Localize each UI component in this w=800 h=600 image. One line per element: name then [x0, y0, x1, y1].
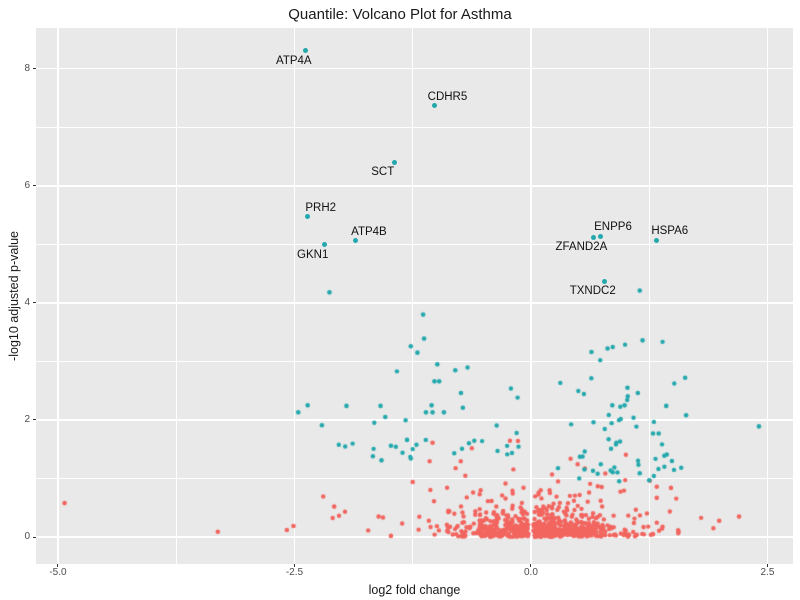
x-tick-label: -2.5	[285, 567, 304, 578]
y-tick-mark	[33, 302, 36, 304]
y-tick-mark	[33, 536, 36, 538]
gene-label-prh2: PRH2	[305, 201, 337, 214]
y-tick-mark	[33, 419, 36, 421]
gene-label-atp4a: ATP4A	[276, 54, 312, 67]
gene-point-dot	[392, 159, 398, 165]
x-axis-title: log2 fold change	[368, 583, 461, 597]
y-tick-mark	[33, 68, 36, 70]
scatter-points-canvas	[36, 28, 793, 564]
y-tick-label: 4	[24, 296, 30, 308]
plot-panel: ATP4A CDHR5 SCT PRH2 ATP4B GKN1 ENPP6 ZFAND2A HS…	[36, 28, 793, 564]
x-tick-label: -5.0	[49, 567, 67, 578]
chart-title: Quantile: Volcano Plot for Asthma	[288, 5, 512, 23]
gene-label-hspa6: HSPA6	[651, 225, 689, 238]
gene-point-dot	[322, 242, 328, 248]
y-tick-label: 8	[24, 62, 30, 74]
x-tick-mark	[530, 564, 532, 567]
x-tick-label: 0.0	[524, 567, 538, 578]
y-tick-label: 6	[24, 179, 30, 191]
gene-point-dot	[353, 238, 359, 244]
gene-point-dot	[431, 103, 437, 109]
y-axis-title: -log10 adjusted p-value	[7, 231, 21, 361]
gene-point-dot	[305, 214, 311, 220]
chart-title-area: Quantile: Volcano Plot for Asthma	[0, 2, 800, 26]
y-tick-label: 0	[24, 531, 30, 543]
gene-point-dot	[654, 237, 660, 243]
x-tick-mark	[293, 564, 295, 567]
gene-point-dot	[303, 48, 309, 54]
gene-label-enpp6: ENPP6	[594, 221, 632, 234]
x-tick-label: 2.5	[760, 567, 775, 578]
x-tick-mark	[57, 564, 59, 567]
gene-label-sct: SCT	[371, 166, 395, 179]
gene-label-txndc2: TXNDC2	[569, 285, 616, 298]
gene-point-dot	[590, 234, 596, 240]
gene-point-dot	[602, 278, 608, 284]
gene-label-cdhr5: CDHR5	[427, 90, 468, 103]
gene-label-atp4b: ATP4B	[351, 225, 387, 238]
x-axis-title-area: log2 fold change	[36, 581, 793, 599]
gene-point-dot	[597, 233, 603, 239]
gene-label-gkn1: GKN1	[297, 248, 329, 261]
y-tick-mark	[33, 185, 36, 187]
x-tick-mark	[766, 564, 768, 567]
y-axis-title-area: -log10 adjusted p-value	[0, 28, 28, 564]
y-tick-label: 2	[24, 413, 30, 425]
gene-label-zfand2a: ZFAND2A	[555, 241, 608, 254]
